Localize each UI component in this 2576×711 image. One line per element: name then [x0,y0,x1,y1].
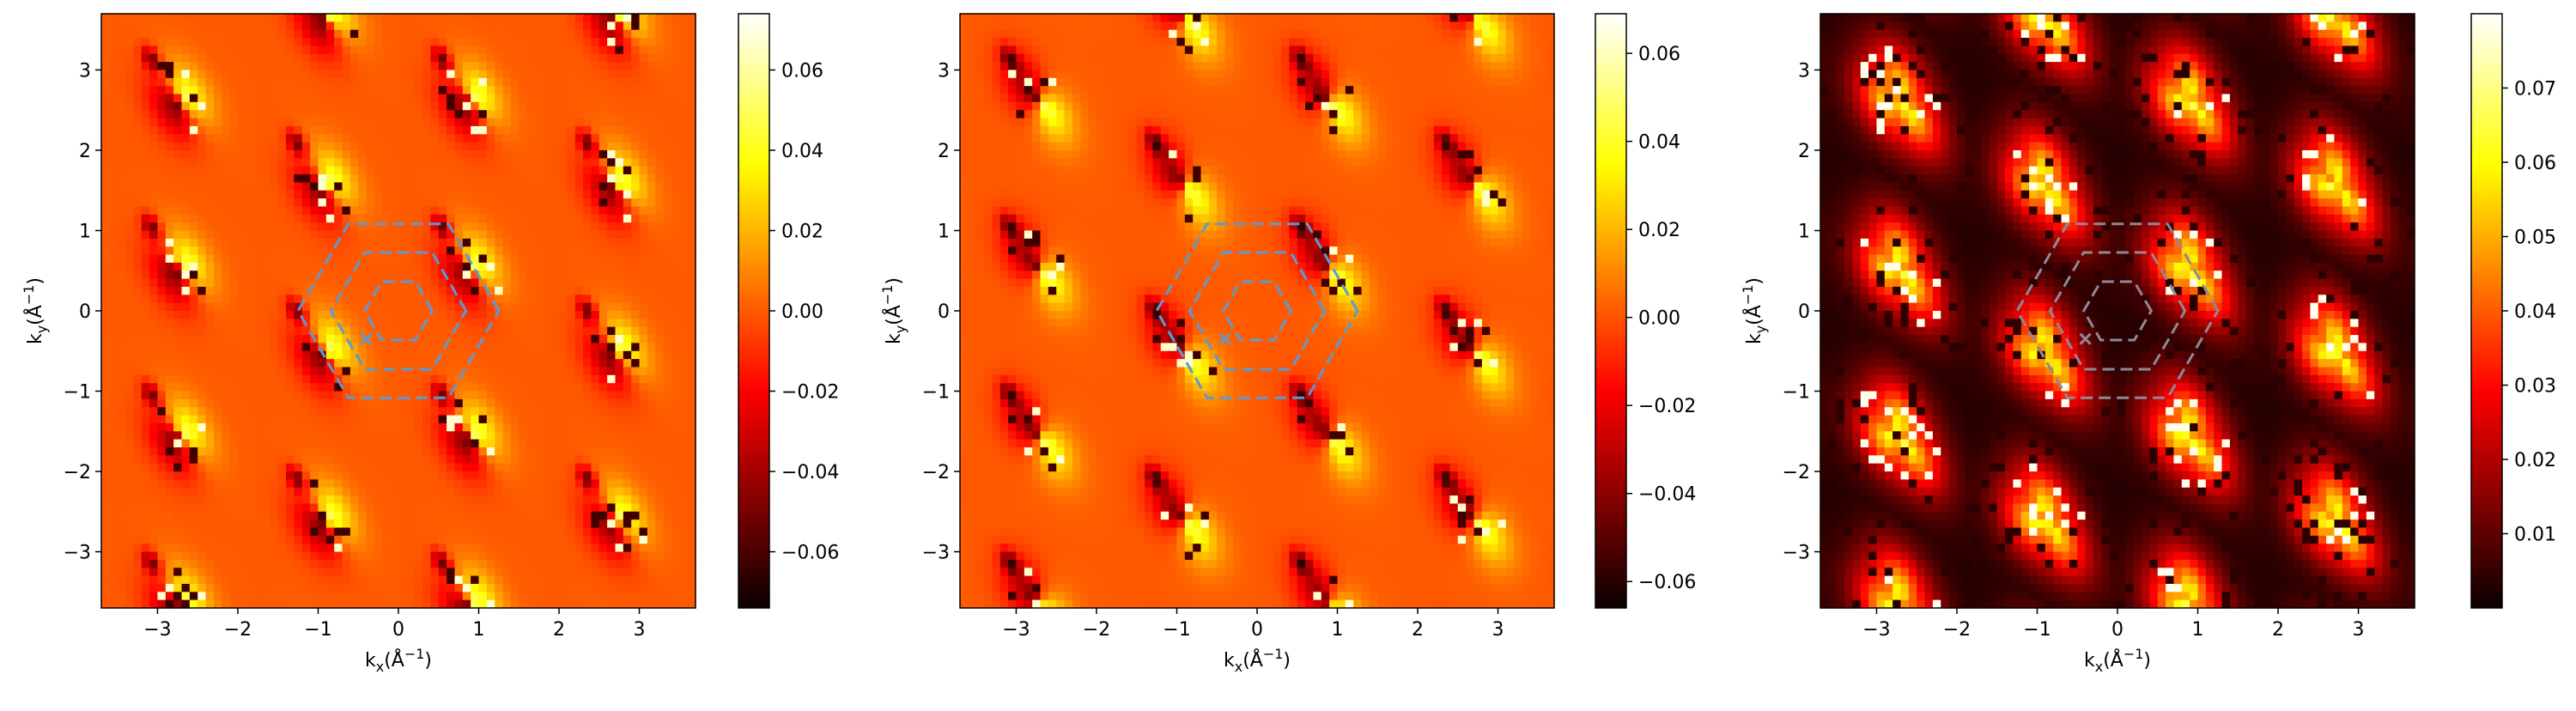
colorbar-tick-label: 0.02 [2514,450,2556,471]
y-tick-label: 0 [1798,301,1810,323]
x-tick-label: 3 [1492,619,1504,641]
y-tick-label: −1 [64,382,91,404]
y-tick-label: 1 [79,221,91,242]
colorbar-tick-label: −0.04 [1638,484,1696,506]
colorbar-gradient [738,13,770,609]
y-tick-label: −1 [1783,382,1810,404]
y-tick-label: 2 [79,141,91,162]
x-tick-label: −2 [224,619,252,641]
x-tick-label: 0 [1251,619,1263,641]
x-axis-label: kx(Å−1) [1224,646,1291,675]
colorbar-tick-label: −0.02 [781,382,839,404]
y-tick-label: −3 [64,543,91,564]
x-tick-label: −2 [1083,619,1110,641]
hexagon-1 [2081,280,2154,342]
heatmap-image [101,14,696,609]
y-axis-label: ky(Å−1) [1740,277,1769,344]
panel-right: −3 −2 −1 0 1 2 3−3−2−10123kx(Å−1)ky(Å−1)0.010.… [1740,13,2556,675]
heatmap-image [1820,14,2415,609]
x-tick-label: −3 [1862,619,1890,641]
x-tick-label: −3 [143,619,171,641]
colorbar-tick-label: 0.04 [2514,301,2556,323]
colorbar-tick-label: −0.06 [1638,572,1696,593]
x-marker [2079,332,2092,345]
x-tick-label: −1 [2023,619,2050,641]
hexagon-2 [1188,251,1327,371]
colorbar-tick-label: 0.06 [1638,44,1680,65]
x-tick-label: 2 [1412,619,1424,641]
x-tick-label: −2 [1943,619,1971,641]
x-marker [1218,332,1231,345]
hexagon-3 [296,222,501,399]
colorbar-tick-label: 0.04 [781,141,823,162]
brillouin-zone-overlay [296,222,501,399]
x-tick-label: −1 [1163,619,1190,641]
x-axis-label: kx(Å−1) [365,646,432,675]
colorbar-tick-label: 0.00 [781,301,823,323]
y-tick-label: 2 [938,141,950,162]
hexagon-3 [1155,222,1359,399]
colorbar-tick-label: 0.07 [2514,79,2556,100]
hexagon-1 [362,280,434,342]
y-tick-label: −3 [1783,543,1810,564]
x-tick-label: 1 [1332,619,1344,641]
y-tick-label: 0 [79,301,91,323]
y-tick-label: −3 [922,543,950,564]
x-tick-label: 2 [2272,619,2284,641]
colorbar-tick-label: 0.00 [1638,308,1680,330]
hexagon-1 [1221,280,1293,342]
panel-middle: −3 −2 −1 0 1 2 3−3−2−10123kx(Å−1)ky(Å−1)−0.06−… [879,13,1696,675]
y-tick-label: −2 [922,462,950,483]
y-tick-label: −2 [1783,462,1810,483]
x-tick-label: 1 [473,619,485,641]
x-axis-label: kx(Å−1) [2084,646,2151,675]
y-tick-label: −1 [922,382,950,404]
colorbar-tick-label: −0.06 [781,543,839,564]
y-tick-label: 2 [1798,141,1810,162]
brillouin-zone-overlay [1155,222,1359,399]
heatmap-image [960,14,1555,609]
brillouin-zone-overlay [2015,222,2220,399]
y-tick-label: −2 [64,462,91,483]
x-tick-label: 2 [553,619,565,641]
y-tick-label: 0 [938,301,950,323]
colorbar: −0.06 −0.04 −0.02 0.00 0.02 0.04 0.06 [738,13,839,609]
colorbar-tick-label: −0.02 [1638,396,1696,417]
x-tick-label: −3 [1002,619,1030,641]
colorbar-tick-label: 0.05 [2514,228,2556,249]
colorbar-tick-label: 0.02 [1638,220,1680,241]
colorbar: −0.06 −0.04 −0.02 0.00 0.02 0.04 0.06 [1595,13,1696,609]
colorbar: 0.01 0.02 0.03 0.04 0.05 0.06 0.07 [2470,13,2556,609]
colorbar-gradient [2470,13,2503,609]
y-tick-label: 3 [79,60,91,82]
y-tick-label: 1 [938,221,950,242]
y-tick-label: 3 [1798,60,1810,82]
colorbar-gradient [1595,13,1627,609]
hexagon-3 [2015,222,2220,399]
x-tick-label: 3 [634,619,646,641]
colorbar-tick-label: 0.03 [2514,376,2556,398]
hexagon-2 [2048,251,2187,371]
x-tick-label: 0 [392,619,404,641]
y-axis-label: ky(Å−1) [879,277,908,344]
x-tick-label: 1 [2192,619,2204,641]
x-tick-label: 3 [2353,619,2365,641]
colorbar-tick-label: 0.02 [781,221,823,242]
x-tick-label: −1 [304,619,331,641]
y-axis-label: ky(Å−1) [21,277,50,344]
colorbar-tick-label: 0.04 [1638,132,1680,154]
hexagon-2 [329,251,468,371]
x-tick-label: 0 [2111,619,2123,641]
y-tick-label: 1 [1798,221,1810,242]
colorbar-tick-label: 0.06 [2514,153,2556,174]
panel-left: −3 −2 −1 0 1 2 3−3−2−10123kx(Å−1)ky(Å−1)−0.06−… [21,13,839,675]
y-tick-label: 3 [938,60,950,82]
colorbar-tick-label: −0.04 [781,462,839,483]
colorbar-tick-label: 0.01 [2514,525,2556,546]
x-marker [360,332,373,345]
colorbar-tick-label: 0.06 [781,60,823,82]
